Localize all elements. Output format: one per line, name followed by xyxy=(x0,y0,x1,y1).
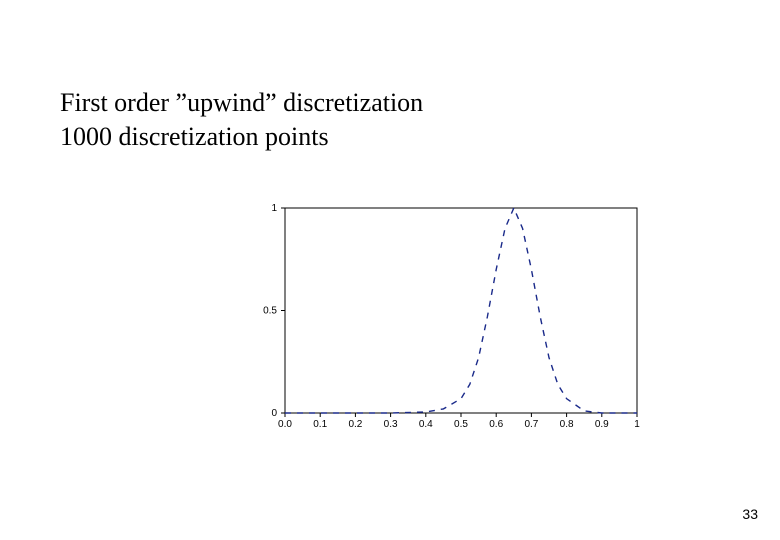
svg-text:0.7: 0.7 xyxy=(524,419,538,430)
svg-text:0.5: 0.5 xyxy=(454,419,468,430)
svg-text:0.8: 0.8 xyxy=(560,419,574,430)
svg-text:0.9: 0.9 xyxy=(595,419,609,430)
heading-line-2: 1000 discretization points xyxy=(60,120,329,154)
chart-svg: 0.0 0.1 0.2 0.3 0.4 0.5 0.6 0.7 0.8 0.9 1 0 0.5 1 xyxy=(245,200,645,435)
chart-container: 0.0 0.1 0.2 0.3 0.4 0.5 0.6 0.7 0.8 0.9 1 0 0.5 1 xyxy=(245,200,645,435)
svg-text:0: 0 xyxy=(271,408,277,419)
svg-text:1: 1 xyxy=(271,203,277,214)
svg-text:1: 1 xyxy=(634,419,640,430)
svg-text:0.1: 0.1 xyxy=(313,419,327,430)
heading-line-1: First order ”upwind” discretization xyxy=(60,86,423,120)
svg-text:0.4: 0.4 xyxy=(419,419,433,430)
svg-text:0.5: 0.5 xyxy=(263,306,277,317)
svg-text:0.2: 0.2 xyxy=(348,419,362,430)
svg-text:0.0: 0.0 xyxy=(278,419,292,430)
svg-text:0.6: 0.6 xyxy=(489,419,503,430)
page-number: 33 xyxy=(742,506,758,522)
svg-text:0.3: 0.3 xyxy=(384,419,398,430)
